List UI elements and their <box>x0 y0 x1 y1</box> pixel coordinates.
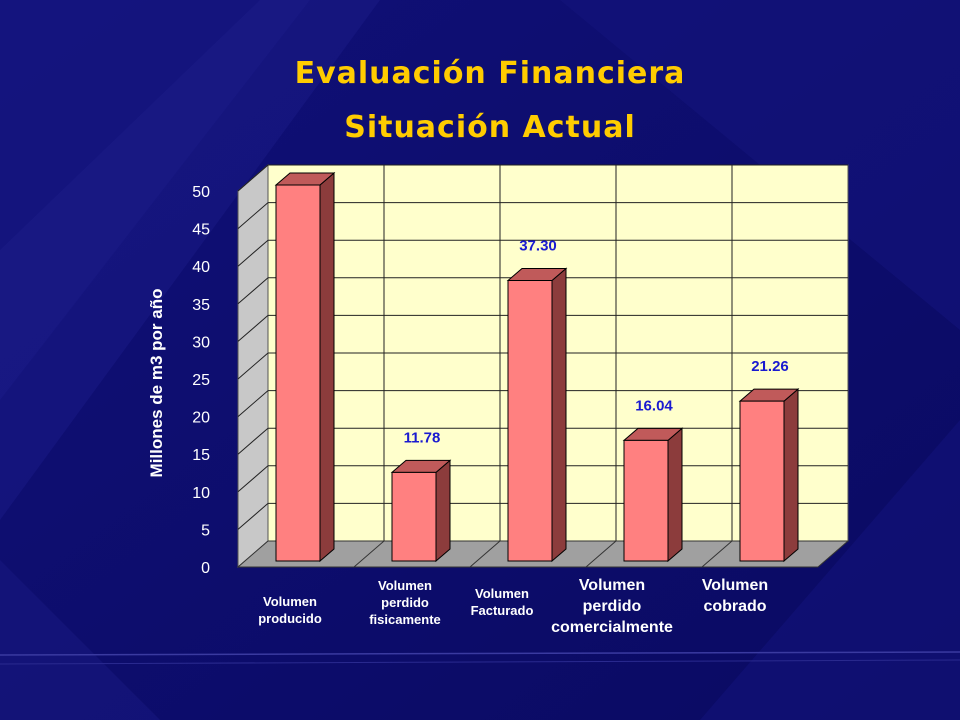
gridline-side <box>237 315 269 342</box>
gridline-side <box>237 164 269 192</box>
gridline-side <box>237 390 269 417</box>
y-tick-label: 25 <box>192 372 210 389</box>
x-tick-label: Volumen cobrado <box>701 577 769 615</box>
y-tick-label: 30 <box>192 334 210 351</box>
x-tick-label: Volumen perdido comercialmente <box>551 577 673 636</box>
floor-division <box>701 540 733 568</box>
y-tick-label: 0 <box>201 560 210 577</box>
gridline-side <box>237 352 269 380</box>
gridline-side <box>237 239 269 267</box>
bar-side <box>667 427 683 563</box>
data-label: 21.26 <box>751 358 789 375</box>
data-label: 37.30 <box>519 238 557 255</box>
floor-division <box>585 540 617 568</box>
y-tick-label: 15 <box>192 447 210 464</box>
bar <box>391 471 437 562</box>
x-tick-label: Volumen producido <box>258 594 322 626</box>
y-tick-label: 40 <box>192 259 210 276</box>
floor-division <box>469 540 501 568</box>
chart-subtitle: Situación Actual <box>344 110 636 145</box>
bar <box>623 439 669 562</box>
floor-division <box>353 540 385 568</box>
y-tick-label: 50 <box>192 184 210 201</box>
y-tick-label: 20 <box>192 410 210 427</box>
gridline-side <box>237 202 269 229</box>
y-tick-label: 5 <box>201 522 210 539</box>
bar <box>275 184 321 562</box>
data-label: 11.78 <box>404 429 441 446</box>
bar <box>507 280 553 562</box>
bar-side <box>319 171 335 563</box>
gridline-side <box>237 465 269 493</box>
gridline-side <box>237 277 269 305</box>
bar-side <box>435 459 451 563</box>
bar-side <box>551 267 567 563</box>
y-axis-label: Millones de m3 por año <box>147 288 166 478</box>
data-label: 16.04 <box>635 397 673 414</box>
chart-title: Evaluación Financiera <box>294 56 686 91</box>
y-tick-label: 35 <box>192 297 210 314</box>
gridline-side <box>237 503 269 530</box>
bar-side <box>783 388 799 563</box>
gridline-side <box>237 427 269 455</box>
x-tick-label: Volumen Facturado <box>470 586 534 618</box>
bar <box>739 400 785 562</box>
x-tick-label: Volumen perdido fisicamente <box>369 578 441 627</box>
y-tick-label: 10 <box>192 485 210 502</box>
y-tick-label: 45 <box>192 222 210 239</box>
